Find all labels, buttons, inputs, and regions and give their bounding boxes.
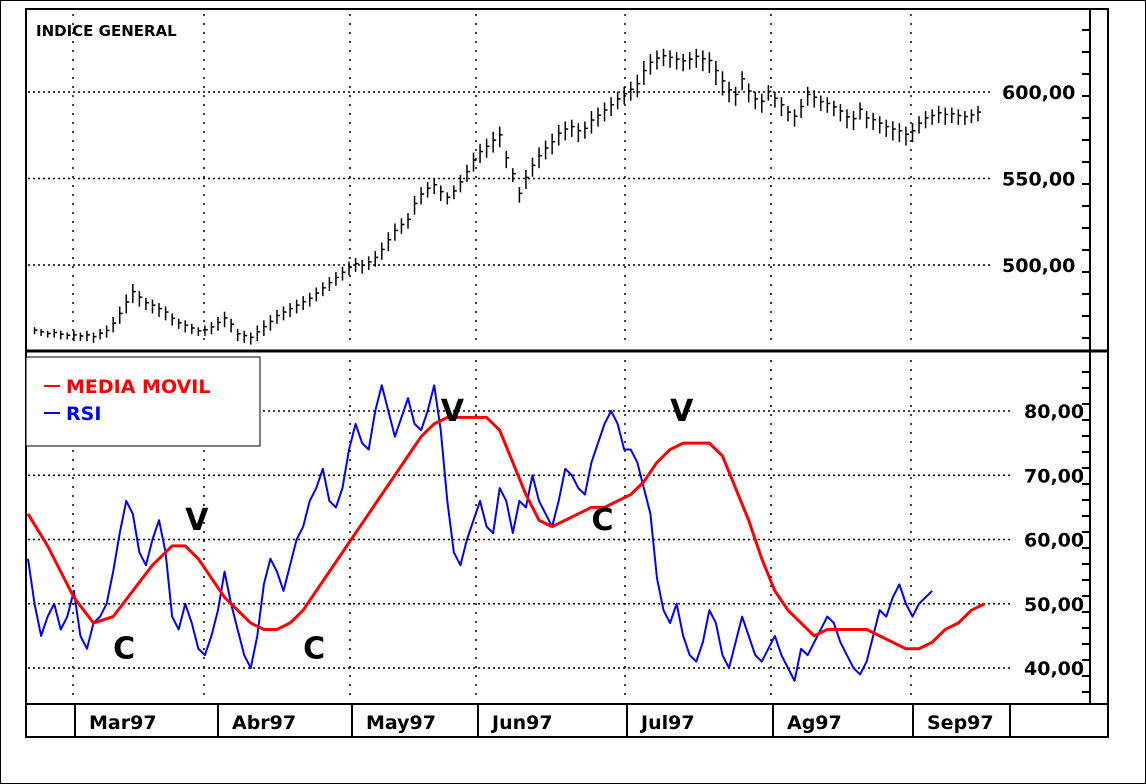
price-ohlc-bars [33, 48, 981, 345]
price-y-tick-label: 550,00 [1002, 169, 1075, 191]
rsi-y-tick-label: 80,00 [1024, 401, 1084, 423]
price-chart-title: INDICE GENERAL [36, 22, 177, 40]
media-movil-line [26, 415, 986, 651]
legend-box [25, 356, 261, 447]
month-label: Jul97 [639, 712, 695, 734]
rsi-y-tick-label: 50,00 [1024, 594, 1084, 616]
annotation-label: V [670, 394, 694, 429]
month-label: Ag97 [787, 712, 842, 734]
rsi-y-tick-labels: 80,00 70,00 60,00 50,00 40,00 [1024, 401, 1084, 680]
legend-label-rsi: RSI [66, 403, 101, 425]
rsi-panel-lines [26, 384, 986, 682]
rsi-y-tick-label: 40,00 [1024, 658, 1084, 680]
annotation-label: V [441, 394, 465, 429]
month-gridlines [72, 14, 912, 700]
month-label: May97 [366, 712, 436, 734]
price-y-tick-label: 600,00 [1002, 82, 1075, 104]
turning-point-annotations: V C C V C V [113, 394, 694, 667]
rsi-y-tick-label: 70,00 [1024, 465, 1084, 487]
rsi-y-tick-label: 60,00 [1024, 530, 1084, 552]
price-y-tick-label: 500,00 [1002, 255, 1075, 277]
annotation-label: C [113, 632, 135, 667]
price-grid [28, 91, 990, 266]
month-label: Sep97 [927, 712, 994, 734]
month-label: Abr97 [232, 712, 296, 734]
month-label: Jun97 [490, 712, 553, 734]
legend: MEDIA MOVIL RSI [25, 356, 261, 447]
rsi-line [27, 384, 933, 682]
price-y-tick-labels: 600,00 550,00 500,00 [1002, 82, 1075, 277]
legend-label-media-movil: MEDIA MOVIL [66, 376, 210, 398]
right-axis-ticks [1082, 29, 1090, 693]
month-label: Mar97 [89, 712, 157, 734]
annotation-label: C [591, 503, 613, 538]
month-axis: Mar97 Abr97 May97 Jun97 Jul97 Ag97 Sep97 [74, 704, 1011, 737]
annotation-label: V [185, 503, 209, 538]
annotation-label: C [303, 632, 325, 667]
